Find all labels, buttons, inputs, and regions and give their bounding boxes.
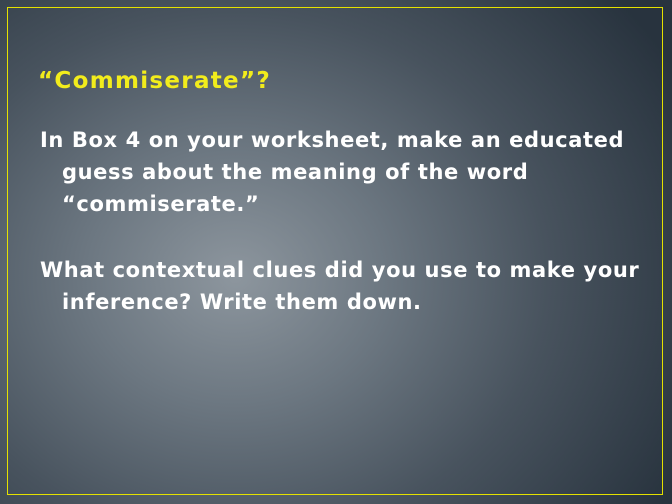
- slide-body: In Box 4 on your worksheet, make an educ…: [40, 124, 655, 352]
- slide-border-frame: [7, 7, 663, 495]
- body-paragraph-1: In Box 4 on your worksheet, make an educ…: [40, 128, 625, 216]
- body-paragraph-2: What contextual clues did you use to mak…: [40, 258, 640, 314]
- slide-title: “Commiserate”?: [38, 68, 272, 94]
